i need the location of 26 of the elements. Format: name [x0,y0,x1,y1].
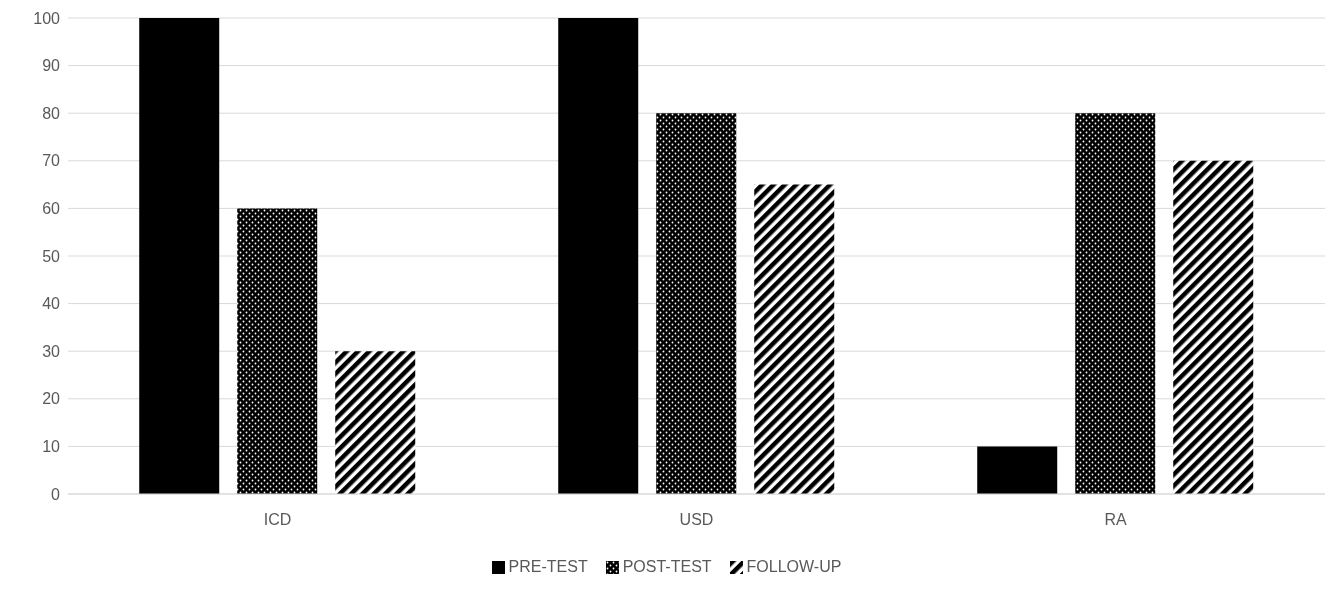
bar [139,18,220,494]
y-tick-label: 80 [42,104,61,122]
y-tick-label: 30 [42,342,61,360]
y-tick-label: 70 [42,152,61,170]
bar [237,208,318,494]
y-tick-label: 0 [51,485,61,503]
bar [1173,160,1254,494]
bar [977,446,1058,494]
bar [656,113,737,494]
bar [335,351,416,494]
y-tick-label: 20 [42,390,61,408]
x-tick-label: ICD [263,511,292,529]
y-tick-label: 10 [42,438,61,456]
y-tick-label: 40 [42,295,61,313]
y-tick-label: 100 [33,9,61,27]
legend-label: PRE-TEST [508,558,588,576]
y-tick-label: 60 [42,200,61,218]
legend-label: POST-TEST [622,558,712,576]
y-tick-label: 90 [42,57,61,75]
bar [754,184,835,494]
bar [1075,113,1156,494]
x-tick-label: USD [679,511,714,529]
y-tick-label: 50 [42,247,61,265]
legend-label: FOLLOW-UP [746,558,842,576]
x-tick-label: RA [1104,511,1127,529]
bar [558,18,639,494]
